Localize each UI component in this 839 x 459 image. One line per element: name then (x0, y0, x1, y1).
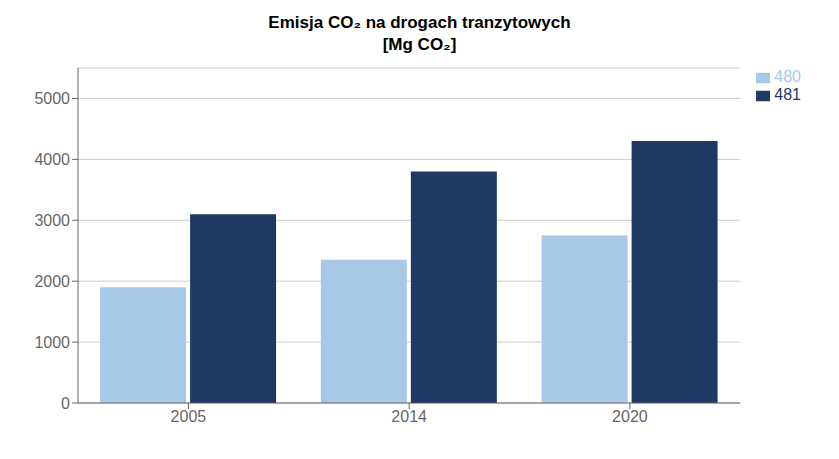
svg-text:5000: 5000 (34, 90, 70, 107)
svg-text:3000: 3000 (34, 212, 70, 229)
svg-text:4000: 4000 (34, 151, 70, 168)
html-text:481: 481 (774, 86, 801, 103)
svg-text:2014: 2014 (391, 408, 427, 425)
svg-text:2005: 2005 (171, 408, 207, 425)
svg-text:2000: 2000 (34, 273, 70, 290)
svg-text:0: 0 (61, 395, 70, 412)
html-text:[Mg CO₂]: [Mg CO₂] (382, 35, 457, 54)
svg-text:1000: 1000 (34, 334, 70, 351)
html-text:480: 480 (774, 68, 801, 85)
svg-text:2020: 2020 (612, 408, 648, 425)
html-text:Emisja CO₂ na drogach tranzyto: Emisja CO₂ na drogach tranzytowych (268, 13, 571, 32)
